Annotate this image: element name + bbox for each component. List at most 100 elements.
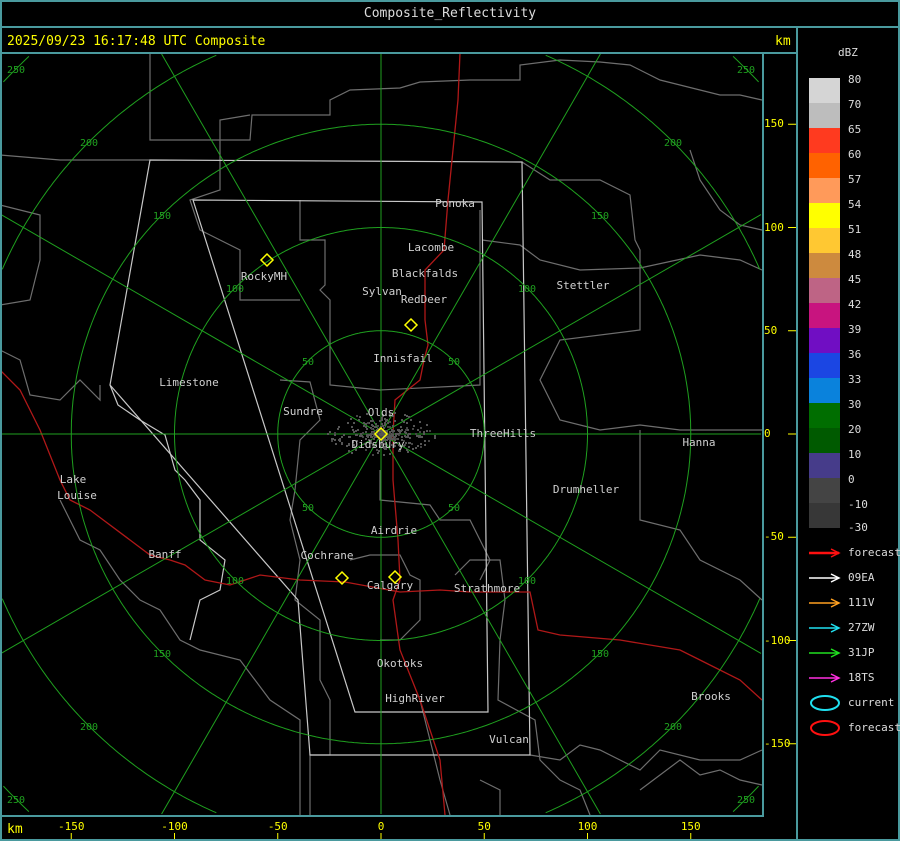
- legend-value: 10: [848, 448, 862, 461]
- arrow-head-icon: [830, 673, 841, 683]
- arrow-head-icon: [830, 648, 841, 658]
- echo-pixel: [403, 421, 405, 423]
- echo-pixel: [350, 418, 352, 420]
- echo-pixel: [389, 421, 391, 423]
- echo-pixel: [408, 442, 410, 444]
- town-label: Okotoks: [377, 657, 423, 670]
- town-label: Banff: [148, 548, 181, 561]
- echo-pixel: [380, 430, 382, 432]
- legend-swatch: [809, 303, 840, 328]
- echo-pixel: [381, 440, 383, 442]
- echo-pixel: [339, 440, 341, 442]
- echo-pixel: [355, 430, 357, 432]
- legend-bottom-label: -30: [848, 521, 868, 534]
- echo-pixel: [417, 429, 419, 431]
- echo-pixel: [419, 436, 421, 438]
- echo-pixel: [387, 422, 389, 424]
- echo-pixel: [393, 436, 395, 438]
- echo-pixel: [401, 419, 403, 421]
- echo-pixel: [366, 413, 368, 415]
- echo-pixel: [424, 444, 426, 446]
- echo-pixel: [365, 438, 367, 440]
- echo-pixel: [407, 429, 409, 431]
- arrow-head-icon: [830, 598, 841, 608]
- echo-pixel: [389, 440, 391, 442]
- echo-pixel: [405, 429, 407, 431]
- town-label: Sundre: [283, 405, 323, 418]
- echo-pixel: [341, 442, 343, 444]
- echo-pixel: [376, 429, 378, 431]
- echo-pixel: [349, 436, 351, 438]
- y-tick-label: -150: [764, 736, 791, 750]
- town-label: Olds: [368, 406, 395, 419]
- legend-value: 36: [848, 348, 862, 361]
- echo-pixel: [392, 415, 394, 417]
- legend-value: 45: [848, 273, 862, 286]
- border: [898, 0, 900, 841]
- echo-pixel: [338, 426, 340, 428]
- echo-pixel: [420, 427, 422, 429]
- ring-label: 50: [448, 503, 460, 514]
- town-label: Cochrane: [301, 549, 354, 562]
- echo-pixel: [407, 436, 409, 438]
- echo-pixel: [359, 416, 361, 418]
- echo-pixel: [407, 434, 409, 436]
- echo-pixel: [365, 426, 367, 428]
- echo-pixel: [391, 434, 393, 436]
- x-tick-label: -100: [161, 820, 188, 833]
- echo-pixel: [353, 431, 355, 433]
- radar-site-icon: [373, 426, 389, 442]
- echo-pixel: [389, 415, 391, 417]
- echo-pixel: [384, 443, 386, 445]
- echo-pixel: [409, 433, 411, 435]
- town-label: Strathmore: [454, 582, 520, 595]
- range-ring: [545, 54, 761, 270]
- range-ring: [3, 785, 30, 812]
- legend-swatch: [809, 203, 840, 228]
- echo-pixel: [351, 426, 353, 428]
- track-legend-label: 27ZW: [848, 621, 875, 634]
- echo-pixel: [389, 413, 391, 415]
- town-label: HighRiver: [385, 692, 445, 705]
- echo-pixel: [387, 426, 389, 428]
- range-ring: [3, 56, 30, 83]
- echo-pixel: [335, 443, 337, 445]
- coverage-polygon-outer: [109, 159, 531, 756]
- echo-pixel: [376, 449, 378, 451]
- echo-pixel: [354, 446, 356, 448]
- y-tick-label: 50: [764, 323, 778, 337]
- ring-label: 100: [518, 576, 536, 587]
- highway-north-south: [392, 52, 461, 816]
- echo-pixel: [389, 437, 391, 439]
- y-tick-label: 100: [764, 220, 784, 234]
- echo-pixel: [377, 434, 379, 436]
- echo-pixel: [352, 441, 354, 443]
- echo-pixel: [372, 432, 374, 434]
- x-tick-label: -50: [267, 820, 288, 833]
- legend-value: 70: [848, 98, 862, 111]
- town-label: Stettler: [557, 279, 610, 292]
- echo-pixel: [393, 430, 395, 432]
- legend-swatch: [809, 503, 840, 528]
- echo-pixel: [406, 422, 408, 424]
- ring-label: 50: [448, 357, 460, 368]
- echo-pixel: [331, 438, 333, 440]
- ring-label: 150: [591, 211, 609, 222]
- echo-pixel: [397, 433, 399, 435]
- x-tick-label: 0: [377, 820, 385, 833]
- arrow-head-icon: [830, 573, 841, 583]
- echo-pixel: [382, 425, 384, 427]
- legend-swatch: [809, 428, 840, 453]
- radar-site-markers: [259, 252, 419, 586]
- echo-pixel: [379, 420, 381, 422]
- echo-pixel: [401, 439, 403, 441]
- echo-pixel: [381, 419, 383, 421]
- echo-pixel: [417, 435, 419, 437]
- town-label: Brooks: [691, 690, 731, 703]
- arrow-head-icon: [830, 548, 841, 558]
- town-label: Louise: [57, 489, 97, 502]
- town-label: ThreeHills: [470, 427, 536, 440]
- range-ring: [1, 598, 217, 814]
- legend-swatch: [809, 153, 840, 178]
